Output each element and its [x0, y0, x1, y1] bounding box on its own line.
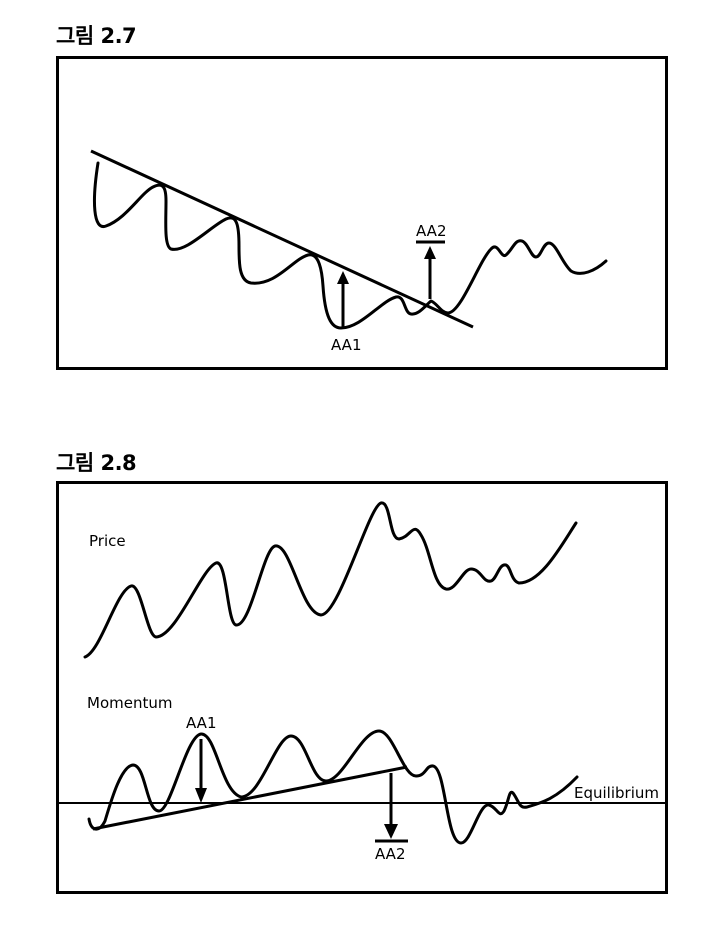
aa1-arrow-head: [195, 788, 207, 803]
momentum-trend-line: [92, 765, 408, 831]
momentum-label: Momentum: [87, 694, 172, 712]
price-curve: [83, 501, 578, 659]
aa2-label: AA2: [375, 845, 405, 863]
aa2-arrow-head: [424, 246, 436, 259]
aa1-label: AA1: [186, 714, 216, 732]
aa1-arrow-head: [337, 271, 349, 284]
figure-panel-2-8: Price Momentum Equilibrium AA1 AA2: [56, 481, 668, 894]
figure-2-8-diagram: Price Momentum Equilibrium AA1 AA2: [59, 501, 665, 863]
price-curve: [92, 161, 608, 330]
momentum-curve: [87, 729, 579, 845]
figure-2-7-diagram: AA1 AA2: [90, 149, 608, 354]
aa2-label: AA2: [416, 222, 446, 240]
aa2-arrow-head: [384, 824, 398, 839]
figure-panel-2-7: AA1 AA2: [56, 56, 668, 370]
figure-title-2-7: 그림 2.7: [56, 24, 137, 48]
equilibrium-label: Equilibrium: [574, 784, 659, 802]
price-label: Price: [89, 532, 126, 550]
figure-title-2-8: 그림 2.8: [56, 451, 137, 475]
trend-line: [90, 149, 474, 329]
aa1-label: AA1: [331, 336, 361, 354]
